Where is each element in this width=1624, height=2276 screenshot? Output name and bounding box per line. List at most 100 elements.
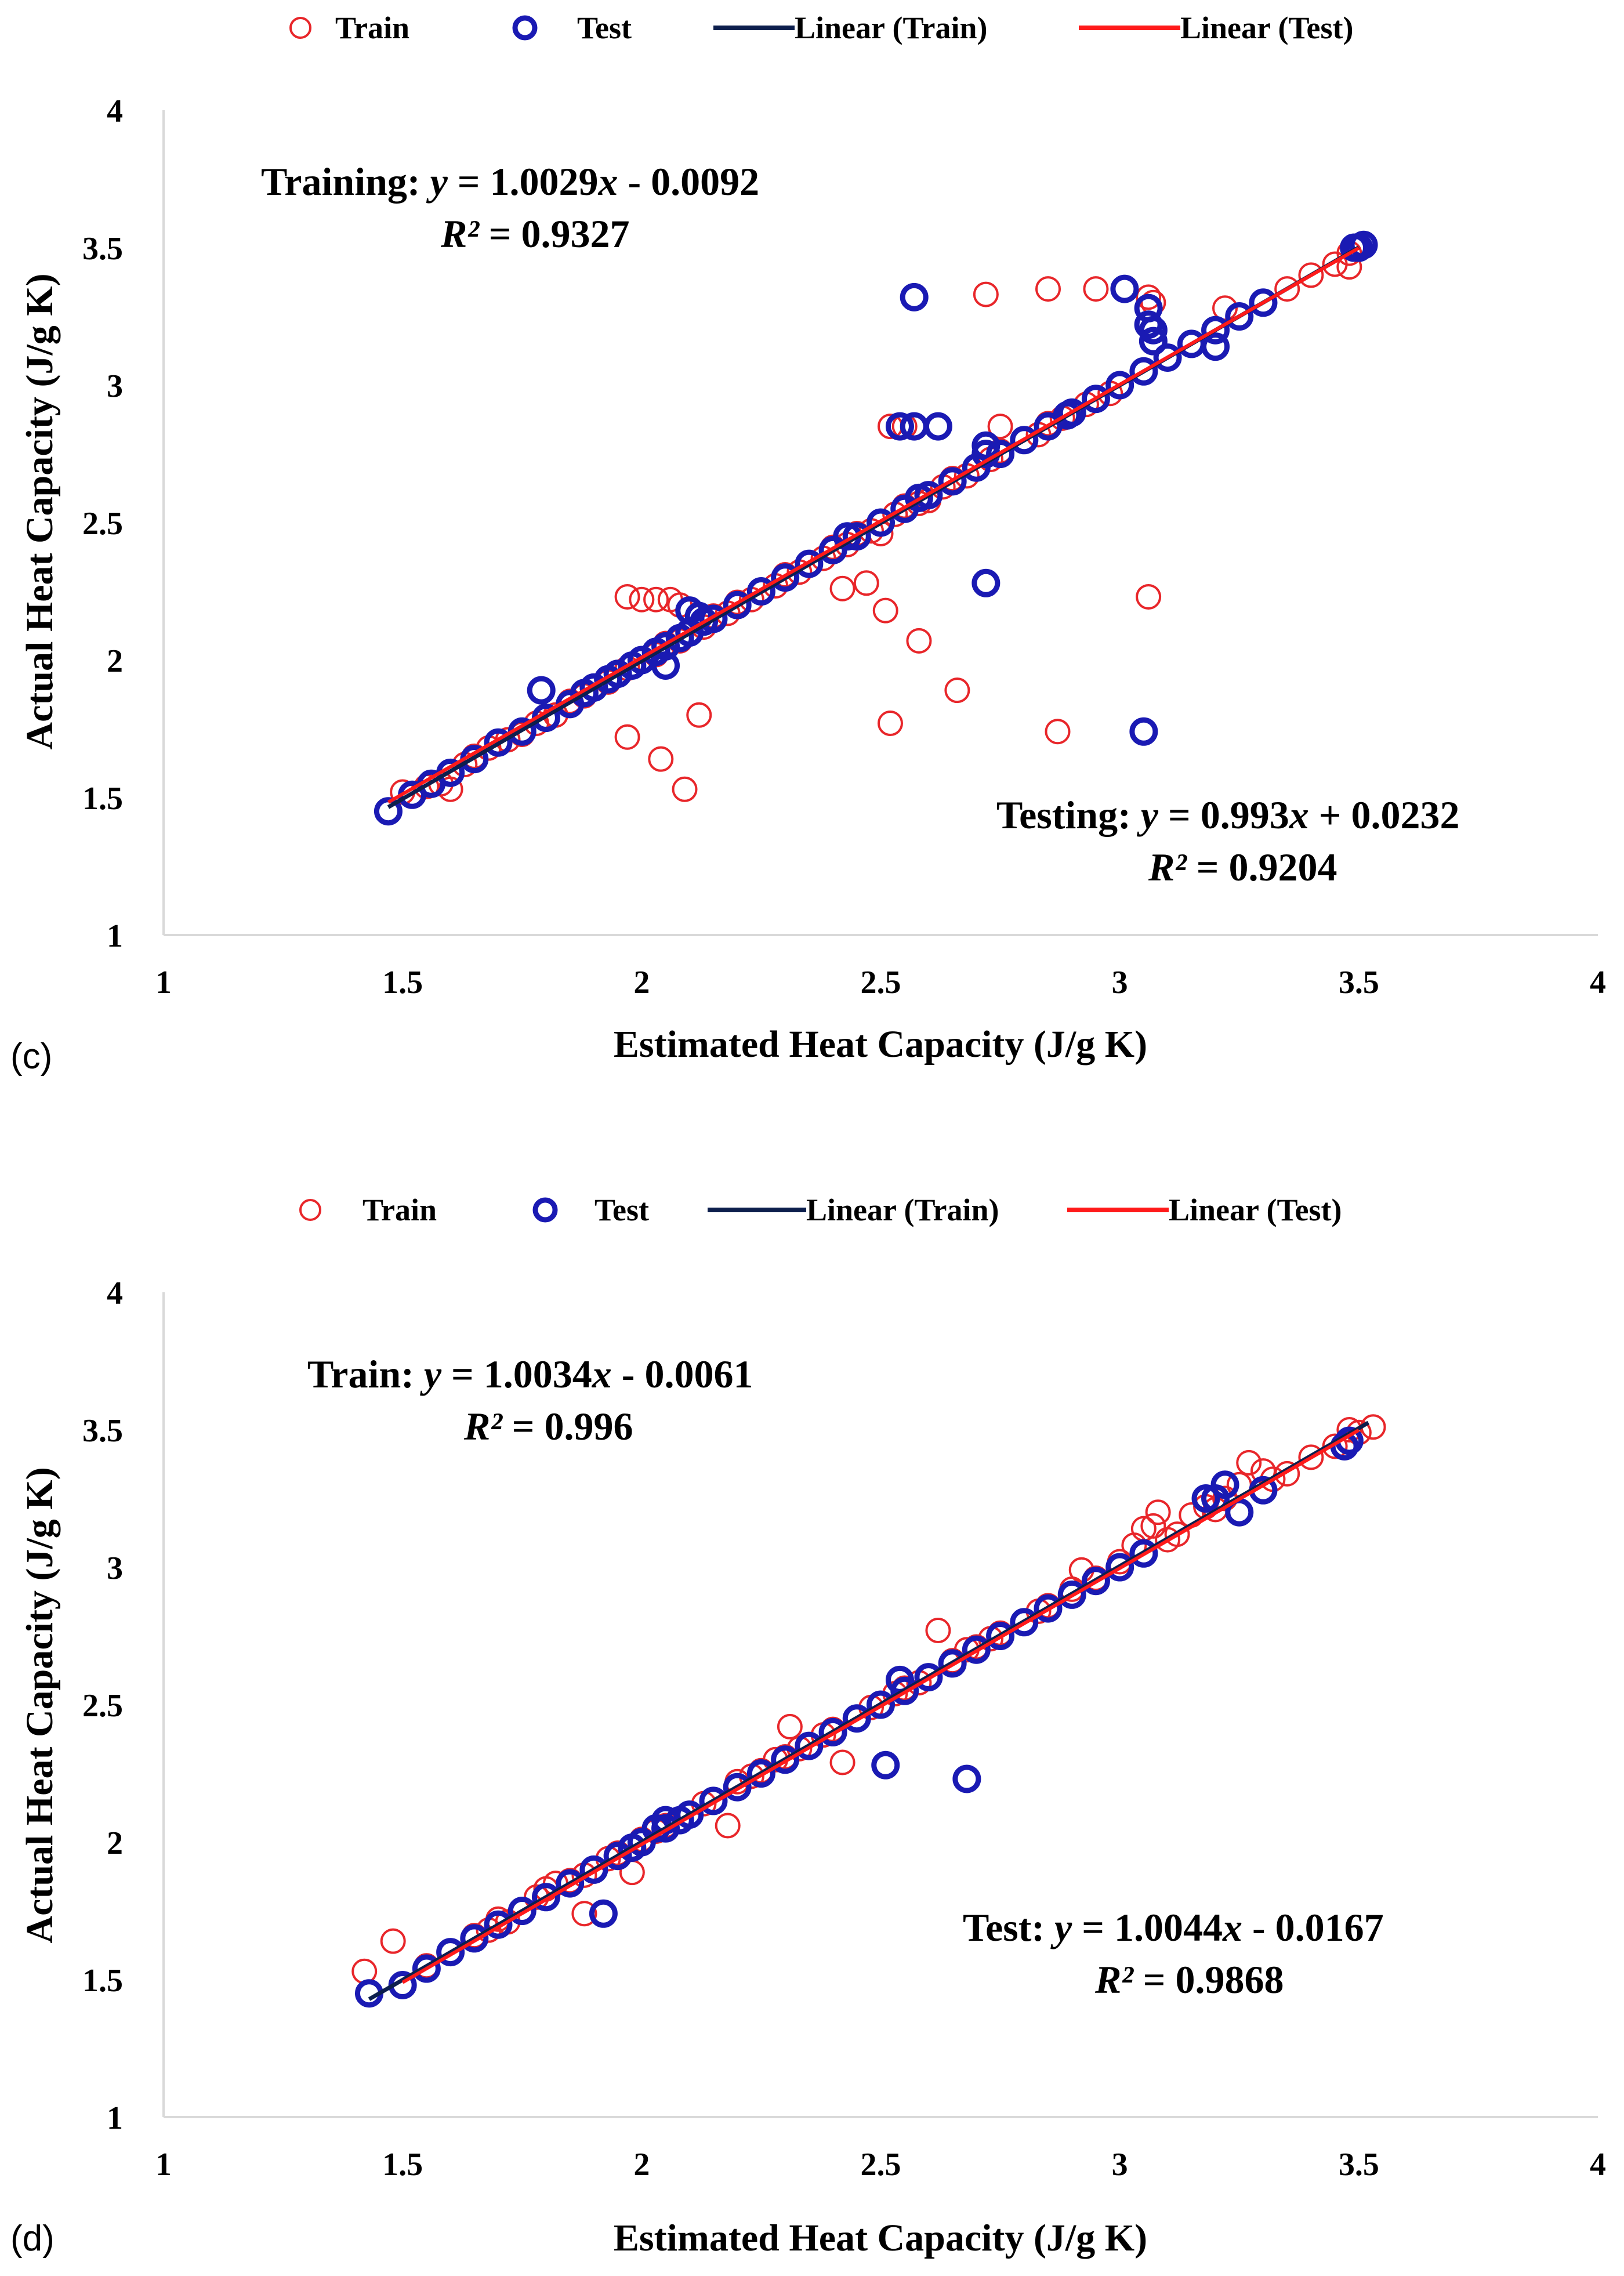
legend-linear-test-label: Linear (Test) (1180, 10, 1354, 45)
test-point (818, 1717, 847, 1746)
train-equation: Training: y = 1.0029x - 0.0092 (261, 160, 759, 204)
y-tick-label: 2.5 (82, 1688, 123, 1724)
test-point (436, 1938, 465, 1967)
test-point (651, 651, 680, 680)
x-tick-label: 1 (155, 2147, 172, 2183)
train-point (1298, 1444, 1324, 1470)
train-point (973, 281, 999, 307)
legend-test-marker (512, 15, 538, 41)
test-point (531, 1883, 560, 1912)
train-point (1298, 262, 1324, 288)
legend-test-marker (532, 1197, 558, 1223)
x-tick-label: 3 (1112, 965, 1128, 1001)
test-point (914, 1663, 943, 1692)
legend-linear-test-label: Linear (Test) (1169, 1193, 1342, 1227)
test-point (771, 1745, 800, 1774)
test-equation: Testing: y = 0.993x + 0.0232 (996, 793, 1459, 837)
test-point (795, 549, 824, 578)
test-point (484, 728, 513, 757)
test-point (1139, 316, 1168, 345)
y-axis-title: Actual Heat Capacity (J/g K) (19, 273, 61, 749)
train-point (1236, 1449, 1262, 1476)
linear-test-line (387, 247, 1360, 804)
test-point (842, 1704, 871, 1733)
x-tick-label: 3 (1112, 2147, 1128, 2183)
test-point (938, 467, 967, 496)
train-point (987, 414, 1013, 440)
test-point (962, 1635, 991, 1664)
test-point (746, 1759, 775, 1788)
test-point (900, 282, 929, 311)
train-point (1164, 1521, 1190, 1547)
x-tick-label: 1 (155, 965, 172, 1001)
test-point (1349, 230, 1378, 259)
train-point (672, 776, 698, 802)
train-equation: Train: y = 1.0034x - 0.0061 (307, 1352, 753, 1396)
train-point (715, 1813, 741, 1839)
legend-train-marker (299, 1199, 321, 1221)
test-point (1053, 401, 1082, 430)
test-point (1081, 385, 1110, 414)
train-point (1136, 584, 1162, 610)
y-tick-label: 2.5 (82, 506, 123, 542)
test-point (771, 563, 800, 592)
train-point (614, 584, 640, 610)
test-point (651, 632, 680, 661)
train-point (571, 1901, 597, 1927)
train-point (1045, 719, 1071, 745)
train-point (1083, 276, 1109, 302)
test-point (1105, 1553, 1134, 1582)
test-point (795, 1731, 824, 1760)
test-point (460, 1924, 489, 1953)
test-point (374, 797, 403, 826)
test-r-squared: R² = 0.9868 (1094, 1958, 1284, 2002)
test-point (723, 1773, 752, 1802)
test-point (971, 568, 1000, 597)
test-point (1201, 332, 1230, 361)
test-point (842, 522, 871, 551)
test-point (1134, 310, 1163, 339)
x-tick-labels: 1 1.5 2 2.5 3 3.5 4 (155, 2147, 1606, 2183)
train-point (829, 575, 855, 601)
test-point (746, 577, 775, 606)
train-point (853, 570, 879, 596)
test-point (1153, 343, 1182, 372)
y-tick-labels: 1 1.5 2 2.5 3 3.5 4 (82, 1275, 123, 2136)
test-point (1139, 327, 1168, 356)
chart-panel-c: Train Test Linear (Train) Linear (Test) … (10, 10, 1606, 1077)
test-point (986, 1622, 1015, 1650)
linear-test-line (401, 1429, 1360, 1984)
train-point (1274, 1460, 1300, 1487)
y-tick-labels: 1 1.5 2 2.5 3 3.5 4 (82, 93, 123, 954)
test-point (1129, 1539, 1158, 1568)
test-point (1249, 288, 1278, 317)
train-point (925, 1618, 951, 1644)
test-point (579, 1855, 608, 1884)
test-point (1010, 426, 1039, 455)
test-point (603, 659, 632, 688)
test-point (484, 1910, 513, 1939)
train-point (1274, 276, 1300, 302)
test-point (1129, 357, 1158, 386)
test-point (699, 1786, 728, 1815)
test-point (507, 1897, 536, 1925)
x-tick-label: 4 (1590, 965, 1606, 1001)
train-point (777, 1713, 803, 1739)
train-point (1035, 276, 1061, 302)
legend-train-label: Train (335, 10, 409, 45)
test-point (923, 412, 952, 441)
y-tick-label: 1 (107, 918, 123, 954)
train-point (872, 597, 898, 624)
y-tick-label: 2 (107, 1825, 123, 1861)
train-point (629, 586, 655, 613)
x-axis-title: Estimated Heat Capacity (J/g K) (614, 1023, 1147, 1065)
trendlines (387, 245, 1360, 809)
train-point (906, 628, 932, 654)
train-point (829, 1749, 855, 1775)
test-point (1010, 1608, 1039, 1637)
x-tick-label: 1.5 (382, 965, 423, 1001)
test-point (579, 673, 608, 702)
x-tick-label: 2 (633, 2147, 650, 2183)
test-r-squared: R² = 0.9204 (1148, 845, 1337, 889)
